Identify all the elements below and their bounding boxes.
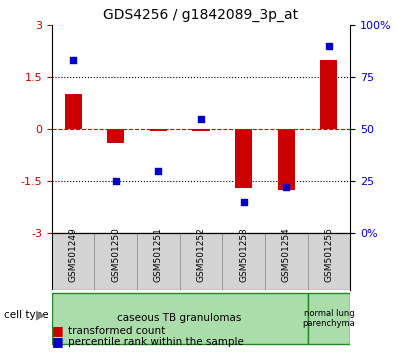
Point (240, 199, 247, 205)
Bar (235, 129, 252, 188)
Text: normal lung
parenchyma: normal lung parenchyma (302, 309, 355, 328)
Point (198, 116, 204, 121)
Text: caseous TB granulomas: caseous TB granulomas (117, 314, 242, 324)
Text: ▶: ▶ (36, 309, 45, 321)
Title: GDS4256 / g1842089_3p_at: GDS4256 / g1842089_3p_at (103, 8, 298, 22)
Bar (150, 129, 167, 131)
FancyBboxPatch shape (308, 293, 350, 344)
Point (326, 43, 332, 48)
FancyBboxPatch shape (52, 293, 308, 344)
Text: percentile rank within the sample: percentile rank within the sample (68, 337, 244, 347)
Bar (193, 129, 209, 131)
Text: transformed count: transformed count (68, 326, 165, 336)
Point (155, 168, 162, 173)
Text: cell type: cell type (4, 310, 49, 320)
Text: ■: ■ (52, 325, 64, 337)
Bar (107, 129, 124, 143)
Text: ■: ■ (52, 335, 64, 348)
Point (283, 184, 289, 190)
Bar (278, 129, 295, 190)
Bar (320, 59, 338, 129)
Point (113, 178, 119, 184)
Bar (64, 94, 82, 129)
Point (70, 57, 76, 63)
